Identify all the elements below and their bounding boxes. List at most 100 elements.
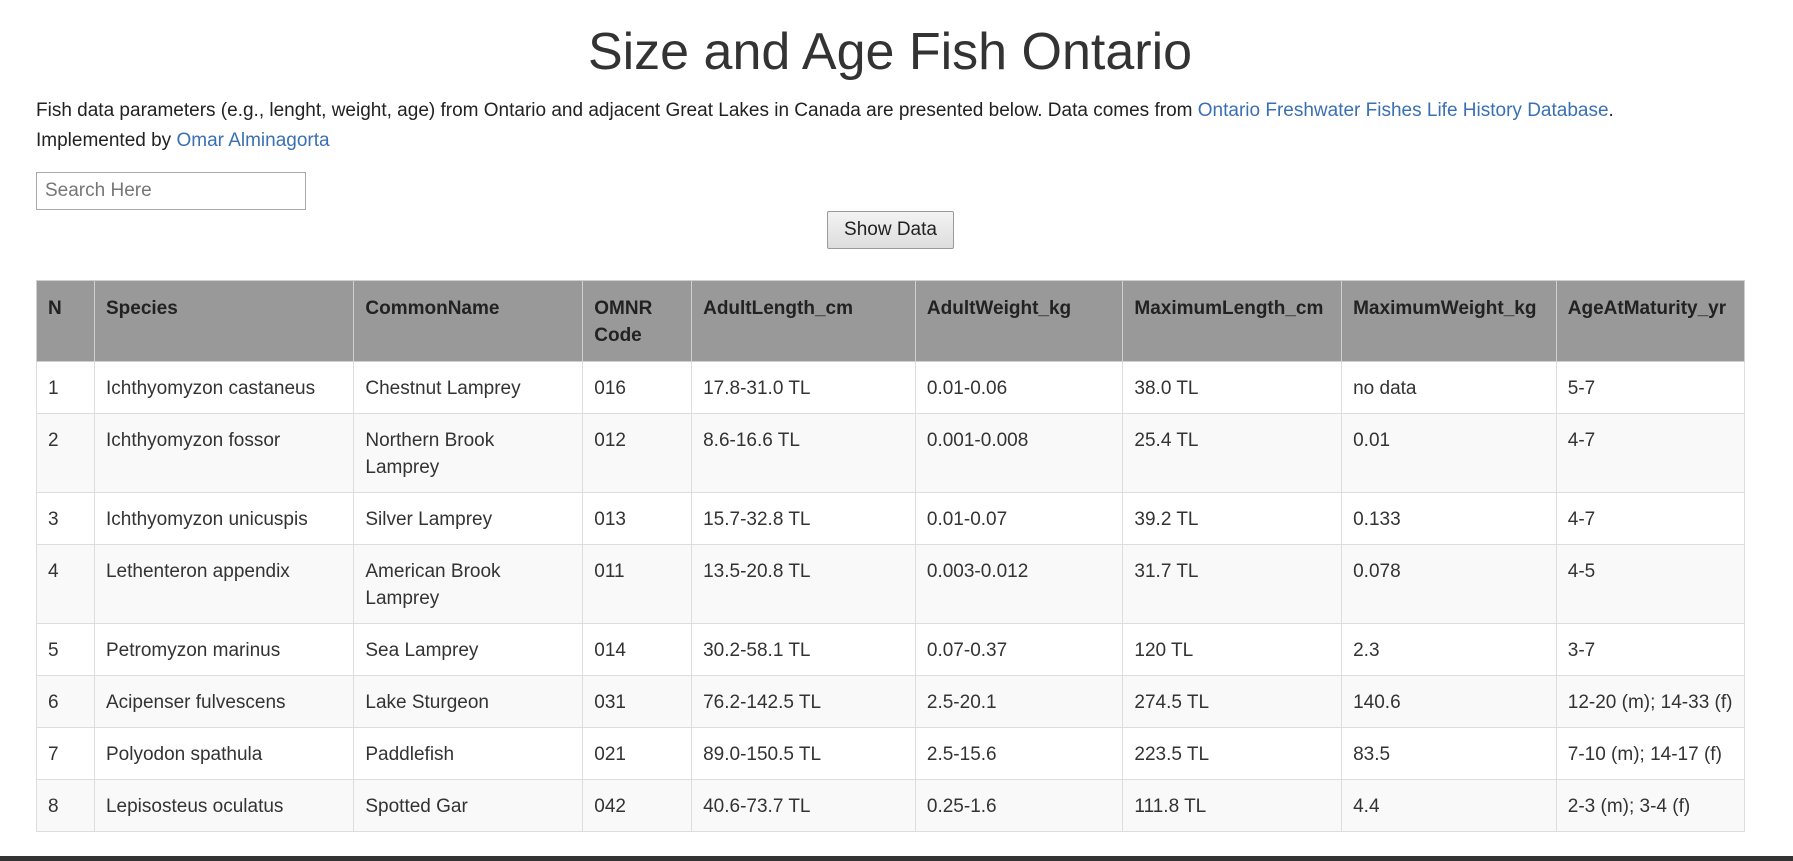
table-cell: 223.5 TL — [1122, 727, 1343, 780]
table-cell: 2 — [36, 413, 95, 493]
table-cell: 8 — [36, 779, 95, 832]
table-cell: 12-20 (m); 14-33 (f) — [1555, 675, 1746, 728]
fish-data-table: N Species CommonName OMNR Code AdultLength_c… — [36, 280, 1746, 832]
table-cell: 021 — [582, 727, 693, 780]
column-header: N — [36, 280, 95, 362]
table-cell: 120 TL — [1122, 623, 1343, 676]
table-cell: 8.6-16.6 TL — [691, 413, 916, 493]
table-row: 4 Lethenteron appendix American Brook Lamp… — [36, 544, 1746, 624]
table-cell: no data — [1341, 361, 1557, 414]
bottom-divider — [0, 856, 1793, 861]
table-cell: 13.5-20.8 TL — [691, 544, 916, 624]
table-cell: 6 — [36, 675, 95, 728]
table-cell: 4 — [36, 544, 95, 624]
table-cell: 0.07-0.37 — [914, 623, 1124, 676]
table-cell: 38.0 TL — [1122, 361, 1343, 414]
table-row: 2 Ichthyomyzon fossor Northern Brook Lampr… — [36, 413, 1746, 493]
table-cell: 4.4 — [1341, 779, 1557, 832]
table-cell: Acipenser fulvescens — [93, 675, 355, 728]
implemented-by-text: Implemented by — [36, 130, 177, 151]
column-header: AdultWeight_kg — [914, 280, 1124, 362]
table-cell: 0.133 — [1341, 492, 1557, 545]
table-row: 1 Ichthyomyzon castaneus Chestnut Lamprey 0… — [36, 361, 1746, 414]
column-header: AgeAtMaturity_yr — [1555, 280, 1746, 362]
table-cell: Lepisosteus oculatus — [93, 779, 355, 832]
table-cell: 83.5 — [1341, 727, 1557, 780]
page-title: Size and Age Fish Ontario — [587, 23, 1193, 81]
table-cell: 0.01-0.07 — [914, 492, 1124, 545]
table-row: 5 Petromyzon marinus Sea Lamprey 014 30.2-58… — [36, 623, 1746, 676]
table-cell: 016 — [582, 361, 693, 414]
column-header: MaximumWeight_kg — [1341, 280, 1557, 362]
table-cell: 25.4 TL — [1122, 413, 1343, 493]
table-cell: American Brook Lamprey — [353, 544, 584, 624]
table-cell: 89.0-150.5 TL — [691, 727, 916, 780]
table-cell: 0.078 — [1341, 544, 1557, 624]
table-cell: 2.5-20.1 — [914, 675, 1124, 728]
table-cell: 17.8-31.0 TL — [691, 361, 916, 414]
table-cell: 2-3 (m); 3-4 (f) — [1555, 779, 1746, 832]
table-row: 8 Lepisosteus oculatus Spotted Gar 042 40.6-… — [36, 779, 1746, 832]
table-cell: Polyodon spathula — [93, 727, 355, 780]
table-cell: Ichthyomyzon castaneus — [93, 361, 355, 414]
table-cell: 39.2 TL — [1122, 492, 1343, 545]
column-header: Species — [93, 280, 355, 362]
table-cell: 012 — [582, 413, 693, 493]
table-cell: 0.001-0.008 — [914, 413, 1124, 493]
table-cell: Sea Lamprey — [353, 623, 584, 676]
table-cell: 4-5 — [1555, 544, 1746, 624]
table-cell: 5 — [36, 623, 95, 676]
table-cell: 3 — [36, 492, 95, 545]
table-cell: 274.5 TL — [1122, 675, 1343, 728]
table-cell: 011 — [582, 544, 693, 624]
table-cell: 4-7 — [1555, 492, 1746, 545]
table-cell: 014 — [582, 623, 693, 676]
table-cell: 031 — [582, 675, 693, 728]
table-cell: Petromyzon marinus — [93, 623, 355, 676]
author-link[interactable]: Omar Alminagorta — [176, 130, 330, 151]
intro-period: . — [1608, 100, 1614, 121]
column-header: OMNR Code — [582, 280, 693, 362]
table-cell: 0.01 — [1341, 413, 1557, 493]
table-cell: 7 — [36, 727, 95, 780]
table-header-row: N Species CommonName OMNR Code AdultLength_c… — [36, 280, 1746, 362]
table-cell: 140.6 — [1341, 675, 1557, 728]
table-cell: 15.7-32.8 TL — [691, 492, 916, 545]
table-cell: Silver Lamprey — [353, 492, 584, 545]
table-cell: 31.7 TL — [1122, 544, 1343, 624]
table-cell: Paddlefish — [353, 727, 584, 780]
table-cell: 5-7 — [1555, 361, 1746, 414]
show-data-button[interactable]: Show Data — [827, 211, 954, 249]
table-cell: 4-7 — [1555, 413, 1746, 493]
table-cell: 042 — [582, 779, 693, 832]
table-row: 6 Acipenser fulvescens Lake Sturgeon 031 76.… — [36, 675, 1746, 728]
table-row: 7 Polyodon spathula Paddlefish 021 89.0-150.… — [36, 727, 1746, 780]
column-header: CommonName — [353, 280, 584, 362]
table-row: 3 Ichthyomyzon unicuspis Silver Lamprey 013… — [36, 492, 1746, 545]
column-header: MaximumLength_cm — [1122, 280, 1343, 362]
search-input[interactable] — [36, 172, 306, 210]
table-cell: 013 — [582, 492, 693, 545]
table-cell: 7-10 (m); 14-17 (f) — [1555, 727, 1746, 780]
table-cell: 2.5-15.6 — [914, 727, 1124, 780]
database-link[interactable]: Ontario Freshwater Fishes Life History D… — [1197, 100, 1609, 121]
intro-text: Fish data parameters (e.g., lenght, weig… — [36, 100, 1198, 121]
table-cell: Lethenteron appendix — [93, 544, 355, 624]
table-cell: 0.01-0.06 — [914, 361, 1124, 414]
table-cell: Chestnut Lamprey — [353, 361, 584, 414]
table-cell: 3-7 — [1555, 623, 1746, 676]
table-cell: 0.25-1.6 — [914, 779, 1124, 832]
table-cell: 40.6-73.7 TL — [691, 779, 916, 832]
table-cell: 0.003-0.012 — [914, 544, 1124, 624]
table-cell: 30.2-58.1 TL — [691, 623, 916, 676]
table-cell: Northern Brook Lamprey — [353, 413, 584, 493]
table-cell: 111.8 TL — [1122, 779, 1343, 832]
table-cell: 76.2-142.5 TL — [691, 675, 916, 728]
table-cell: Ichthyomyzon fossor — [93, 413, 355, 493]
intro-paragraph: Fish data parameters (e.g., lenght, weig… — [36, 96, 1776, 156]
table-cell: 1 — [36, 361, 95, 414]
column-header: AdultLength_cm — [691, 280, 916, 362]
table-cell: Spotted Gar — [353, 779, 584, 832]
table-cell: 2.3 — [1341, 623, 1557, 676]
table-cell: Lake Sturgeon — [353, 675, 584, 728]
